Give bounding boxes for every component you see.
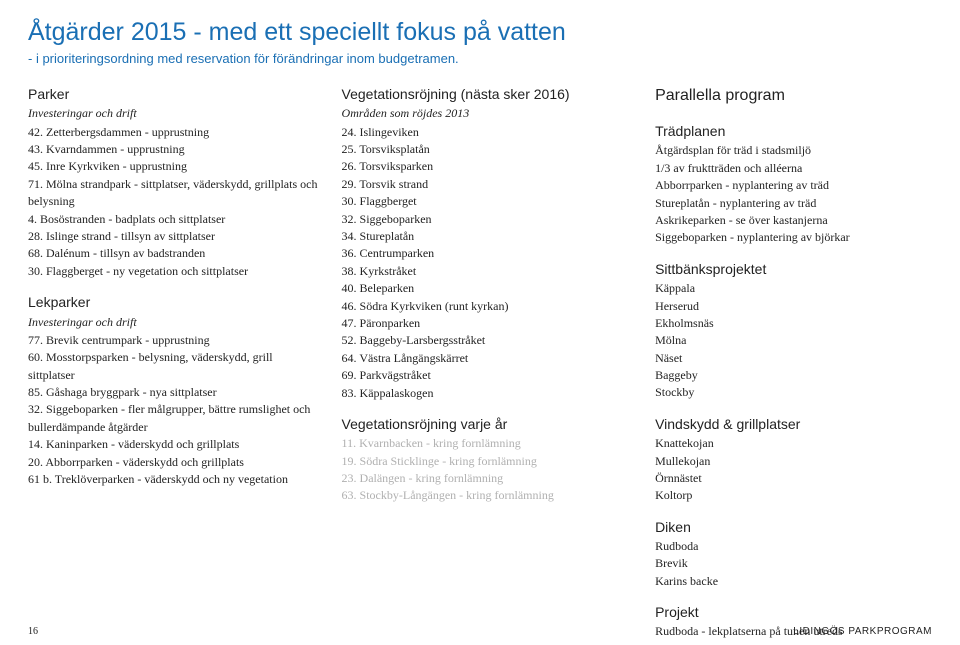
- page-title: Åtgärder 2015 - med ett speciellt fokus …: [28, 18, 932, 47]
- list-item: Örnnästet: [655, 470, 932, 487]
- list-item: 52. Baggeby-Larsbergsstråket: [342, 332, 634, 349]
- list-item: Abborrparken - nyplantering av träd: [655, 177, 932, 194]
- list-item: 38. Kyrkstråket: [342, 263, 634, 280]
- page-number: 16: [28, 626, 38, 637]
- list-item: 85. Gåshaga bryggpark - nya sittplatser: [28, 384, 320, 401]
- list-item: 25. Torsviksplatån: [342, 141, 634, 158]
- list-item: 63. Stockby-Långängen - kring fornlämnin…: [342, 487, 634, 504]
- sittbank-heading: Sittbänksprojektet: [655, 259, 932, 279]
- vegetation-subheading: Områden som röjdes 2013: [342, 105, 634, 122]
- list-item: Koltorp: [655, 487, 932, 504]
- list-item: Rudboda: [655, 538, 932, 555]
- list-item: Herserud: [655, 298, 932, 315]
- list-item: Näset: [655, 350, 932, 367]
- list-item: Askrikeparken - se över kastanjerna: [655, 212, 932, 229]
- list-item: Stockby: [655, 384, 932, 401]
- list-item: Åtgärdsplan för träd i stadsmiljö: [655, 142, 932, 159]
- list-item: 69. Parkvägstråket: [342, 367, 634, 384]
- list-item: 30. Flaggberget: [342, 193, 634, 210]
- list-item: 43. Kvarndammen - upprustning: [28, 141, 320, 158]
- document-name: LIDINGÖS PARKPROGRAM: [793, 626, 932, 637]
- list-item: 32. Siggeboparken: [342, 211, 634, 228]
- list-item: 32. Siggeboparken - fler målgrupper, bät…: [28, 401, 320, 436]
- list-item: Stureplatån - nyplantering av träd: [655, 195, 932, 212]
- list-item: 60. Mosstorpsparken - belysning, vädersk…: [28, 349, 320, 384]
- list-item: 61 b. Treklöverparken - väderskydd och n…: [28, 471, 320, 488]
- vegetation-year-heading: Vegetationsröjning varje år: [342, 414, 634, 434]
- list-item: 64. Västra Långängskärret: [342, 350, 634, 367]
- parker-subheading: Investeringar och drift: [28, 105, 320, 122]
- list-item: 36. Centrumparken: [342, 245, 634, 262]
- list-item: Mullekojan: [655, 453, 932, 470]
- list-item: 40. Beleparken: [342, 280, 634, 297]
- list-item: 23. Dalängen - kring fornlämning: [342, 470, 634, 487]
- column-2: Vegetationsröjning (nästa sker 2016) Omr…: [342, 84, 634, 641]
- page-footer: 16 LIDINGÖS PARKPROGRAM: [28, 626, 932, 637]
- list-item: Brevik: [655, 555, 932, 572]
- list-item: 45. Inre Kyrkviken - upprustning: [28, 158, 320, 175]
- parallel-heading: Parallella program: [655, 84, 932, 107]
- vegetation-heading: Vegetationsröjning (nästa sker 2016): [342, 84, 634, 104]
- list-item: 28. Islinge strand - tillsyn av sittplat…: [28, 228, 320, 245]
- lekparker-subheading: Investeringar och drift: [28, 314, 320, 331]
- parker-heading: Parker: [28, 84, 320, 104]
- column-layout: Parker Investeringar och drift 42. Zette…: [28, 84, 932, 641]
- list-item: 1/3 av fruktträden och alléerna: [655, 160, 932, 177]
- lekparker-heading: Lekparker: [28, 292, 320, 312]
- list-item: 77. Brevik centrumpark - upprustning: [28, 332, 320, 349]
- list-item: Karins backe: [655, 573, 932, 590]
- list-item: 11. Kvarnbacken - kring fornlämning: [342, 435, 634, 452]
- list-item: 42. Zetterbergsdammen - upprustning: [28, 124, 320, 141]
- tradplanen-heading: Trädplanen: [655, 121, 932, 141]
- list-item: 4. Bosöstranden - badplats och sittplats…: [28, 211, 320, 228]
- list-item: Käppala: [655, 280, 932, 297]
- list-item: Ekholmsnäs: [655, 315, 932, 332]
- projekt-heading: Projekt: [655, 602, 932, 622]
- list-item: 47. Päronparken: [342, 315, 634, 332]
- vindskydd-heading: Vindskydd & grillplatser: [655, 414, 932, 434]
- list-item: 71. Mölna strandpark - sittplatser, väde…: [28, 176, 320, 211]
- list-item: Siggeboparken - nyplantering av björkar: [655, 229, 932, 246]
- list-item: 34. Stureplatån: [342, 228, 634, 245]
- list-item: 30. Flaggberget - ny vegetation och sitt…: [28, 263, 320, 280]
- list-item: 14. Kaninparken - väderskydd och grillpl…: [28, 436, 320, 453]
- list-item: 19. Södra Sticklinge - kring fornlämning: [342, 453, 634, 470]
- page-subtitle: - i prioriteringsordning med reservation…: [28, 51, 932, 66]
- list-item: 83. Käppalaskogen: [342, 385, 634, 402]
- list-item: 29. Torsvik strand: [342, 176, 634, 193]
- list-item: Mölna: [655, 332, 932, 349]
- diken-heading: Diken: [655, 517, 932, 537]
- list-item: Baggeby: [655, 367, 932, 384]
- list-item: 68. Dalénum - tillsyn av badstranden: [28, 245, 320, 262]
- column-1: Parker Investeringar och drift 42. Zette…: [28, 84, 320, 641]
- list-item: 24. Islingeviken: [342, 124, 634, 141]
- list-item: 46. Södra Kyrkviken (runt kyrkan): [342, 298, 634, 315]
- list-item: Knattekojan: [655, 435, 932, 452]
- list-item: 20. Abborrparken - väderskydd och grillp…: [28, 454, 320, 471]
- list-item: 26. Torsviksparken: [342, 158, 634, 175]
- column-3: Parallella program Trädplanen Åtgärdspla…: [655, 84, 932, 641]
